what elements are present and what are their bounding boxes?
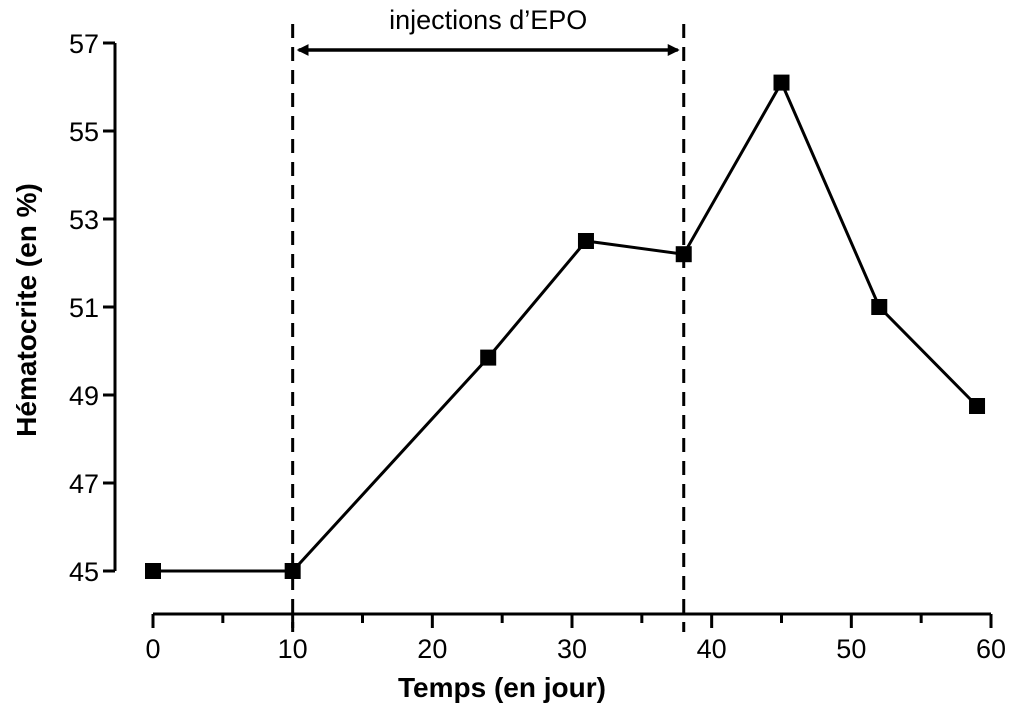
y-tick-label: 45 xyxy=(69,557,99,587)
x-tick-label: 10 xyxy=(278,634,308,664)
series-line xyxy=(153,79,979,573)
x-tick-label: 60 xyxy=(976,634,1006,664)
x-axis-title: Temps (en jour) xyxy=(398,672,606,703)
x-tick-label: 30 xyxy=(557,634,587,664)
data-point xyxy=(577,233,594,249)
x-tick-label: 40 xyxy=(697,634,727,664)
series-layer xyxy=(145,74,986,579)
data-point xyxy=(969,398,986,414)
y-tick-label: 53 xyxy=(69,205,99,235)
data-point xyxy=(480,349,497,366)
interval-label: injections d’EPO xyxy=(389,5,587,35)
y-tick-label: 49 xyxy=(69,381,99,411)
annotation-layer: injections d’EPO xyxy=(291,5,686,632)
y-tick-label: 57 xyxy=(69,29,99,59)
y-tick-label: 47 xyxy=(69,469,99,499)
data-point xyxy=(871,299,888,315)
y-axis: 45 47 49 51 53 55 57 xyxy=(69,29,117,587)
data-point xyxy=(284,563,301,579)
y-tick-label: 51 xyxy=(69,293,99,323)
data-point xyxy=(675,246,692,263)
x-axis: 0 10 20 30 40 50 60 xyxy=(145,612,1006,664)
data-point xyxy=(773,74,790,91)
x-tick-label: 20 xyxy=(417,634,447,664)
y-axis-title: Hématocrite (en %) xyxy=(11,183,42,437)
x-tick-label: 50 xyxy=(836,634,866,664)
data-point xyxy=(145,563,161,579)
x-tick-label: 0 xyxy=(145,634,160,664)
y-tick-label: 55 xyxy=(69,117,99,147)
